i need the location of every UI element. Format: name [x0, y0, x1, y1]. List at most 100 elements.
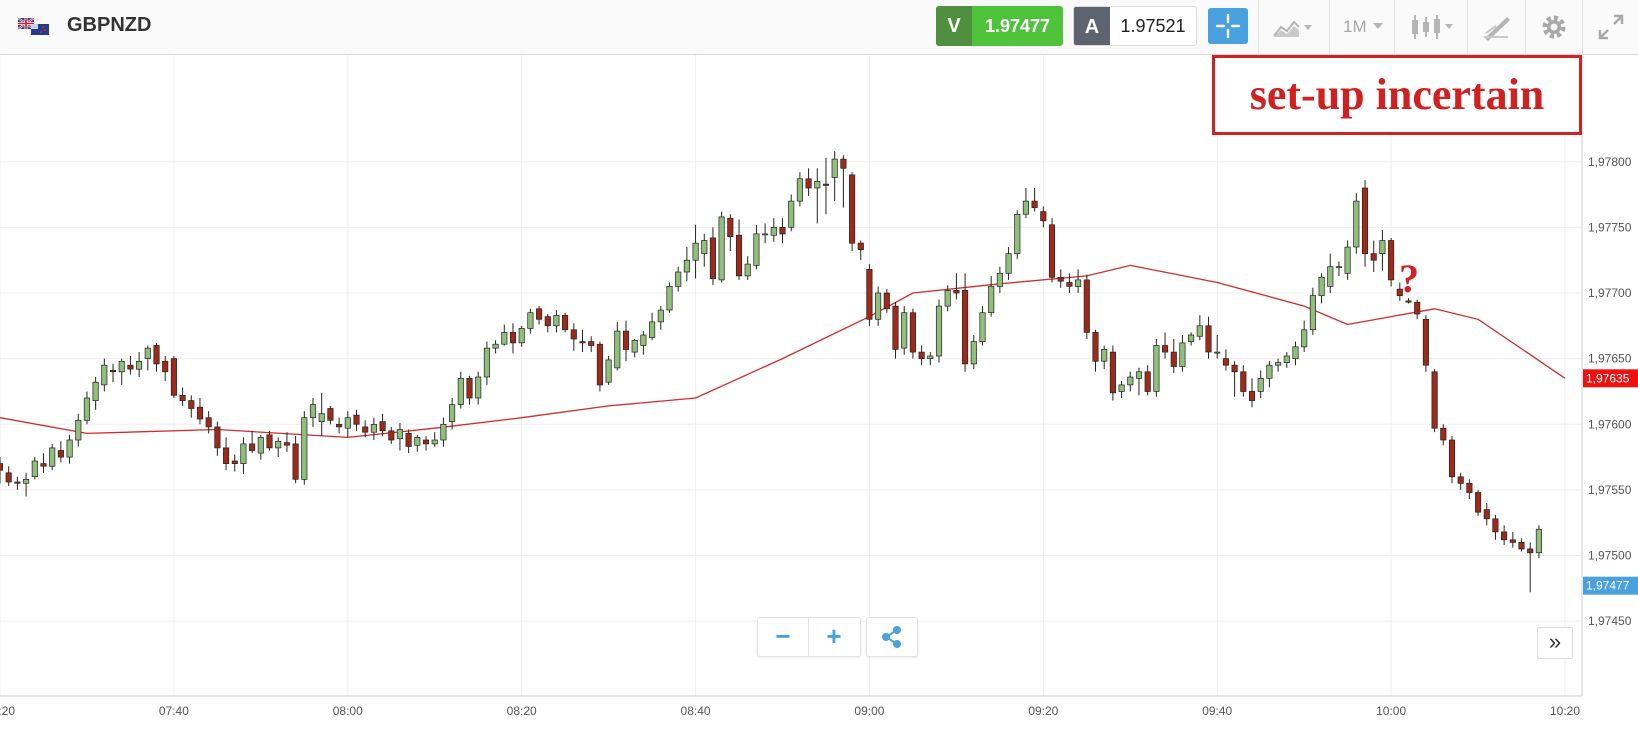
- drawing-tools-icon: [1484, 17, 1510, 41]
- x-tick-label: 07:20: [0, 704, 15, 718]
- annotation-box: set-up incertain: [1212, 55, 1582, 135]
- candle: [562, 312, 569, 333]
- candle: [1457, 472, 1464, 490]
- candle-body: [1118, 384, 1125, 392]
- candle: [179, 387, 186, 406]
- candle-body: [1466, 482, 1473, 493]
- sell-label: V: [936, 6, 972, 46]
- drawing-tools-button[interactable]: [1467, 0, 1525, 54]
- candle: [1335, 261, 1342, 276]
- candle-body: [109, 370, 117, 373]
- candle: [1379, 230, 1386, 271]
- crosshair-button[interactable]: [1208, 8, 1248, 44]
- candle-body: [588, 341, 595, 346]
- candle: [136, 352, 143, 377]
- buy-price: 1.97521: [1120, 16, 1186, 36]
- scroll-to-end-button[interactable]: »: [1537, 627, 1573, 659]
- candle: [570, 323, 577, 351]
- candle-body: [92, 381, 99, 401]
- candle-body: [596, 343, 603, 386]
- candle-body: [483, 347, 490, 378]
- settings-button[interactable]: [1525, 0, 1582, 54]
- candle: [379, 413, 386, 437]
- candle-body: [23, 479, 30, 484]
- candle-body: [1361, 187, 1369, 254]
- timeframe-button[interactable]: 1M: [1329, 0, 1394, 54]
- candle: [1344, 240, 1351, 280]
- candle: [709, 227, 716, 286]
- candle-body: [188, 400, 195, 409]
- zoom-out-button[interactable]: −: [758, 618, 809, 656]
- y-tick-label: 1,97650: [1588, 352, 1632, 366]
- candle-body: [301, 417, 308, 480]
- candle-body: [1083, 279, 1090, 333]
- candle: [883, 289, 890, 313]
- buy-button[interactable]: A 1.97521: [1073, 6, 1197, 46]
- candle-body: [527, 312, 534, 329]
- candle: [779, 218, 786, 244]
- y-tick-label: 1,97450: [1588, 614, 1632, 628]
- fullscreen-button[interactable]: [1582, 0, 1638, 54]
- candle-body: [1527, 548, 1534, 554]
- ma-price-marker-label: 1,97635: [1586, 371, 1630, 385]
- zoom-in-icon: +: [826, 621, 842, 651]
- x-tick-label: 07:40: [159, 704, 189, 718]
- candle-body: [866, 269, 873, 320]
- candle-body: [1214, 351, 1221, 354]
- candle: [1196, 315, 1203, 341]
- x-tick-label: 08:20: [507, 704, 537, 718]
- candle-body: [1405, 300, 1412, 303]
- candle: [1535, 525, 1542, 559]
- zoom-out-icon: −: [775, 621, 791, 651]
- candle: [1118, 380, 1125, 398]
- candle-body: [362, 426, 369, 433]
- candle-body: [1031, 200, 1038, 209]
- chart-type-button[interactable]: [1258, 0, 1329, 54]
- candle-body: [640, 334, 647, 346]
- candle: [657, 306, 664, 330]
- candle-body: [1353, 200, 1360, 248]
- candle: [1066, 273, 1073, 293]
- candle: [144, 345, 151, 371]
- candle: [866, 264, 873, 326]
- zoom-in-button[interactable]: +: [809, 618, 859, 656]
- candle-body: [1188, 334, 1195, 342]
- candle: [753, 224, 760, 270]
- candle-body: [1014, 213, 1021, 255]
- candle-body: [831, 158, 838, 178]
- candle: [75, 413, 82, 447]
- candle: [1292, 341, 1299, 366]
- candle-body: [666, 286, 673, 311]
- candle: [362, 420, 369, 438]
- candle-body: [509, 332, 517, 344]
- candle-body: [1335, 266, 1342, 269]
- candle: [1518, 538, 1525, 552]
- sell-button[interactable]: V 1.97477: [936, 6, 1063, 46]
- candle: [935, 299, 943, 363]
- y-tick-label: 1,97600: [1588, 417, 1632, 431]
- candle: [1109, 345, 1116, 401]
- candle-body: [579, 341, 586, 344]
- candle-body: [388, 430, 395, 441]
- candle-body: [1248, 391, 1256, 401]
- instrument-symbol: GBPNZD: [67, 14, 152, 36]
- sell-price: 1.97477: [984, 16, 1051, 36]
- candle-body: [622, 330, 630, 350]
- candle-type-button[interactable]: [1394, 0, 1467, 54]
- share-button[interactable]: [866, 617, 918, 657]
- candle-body: [1144, 371, 1151, 392]
- candle-body: [901, 312, 908, 349]
- candle-body: [57, 450, 64, 458]
- candle: [744, 256, 751, 280]
- candle-body: [179, 395, 186, 402]
- candle: [483, 341, 490, 385]
- candle-body: [631, 339, 638, 353]
- candle: [770, 218, 777, 242]
- candle: [188, 395, 195, 418]
- candle-body: [327, 408, 334, 421]
- candle: [449, 398, 456, 430]
- candle: [1153, 338, 1160, 397]
- candle: [1040, 206, 1047, 228]
- ma-price-marker: 1,97635: [1583, 369, 1638, 388]
- candle-body: [1205, 325, 1212, 353]
